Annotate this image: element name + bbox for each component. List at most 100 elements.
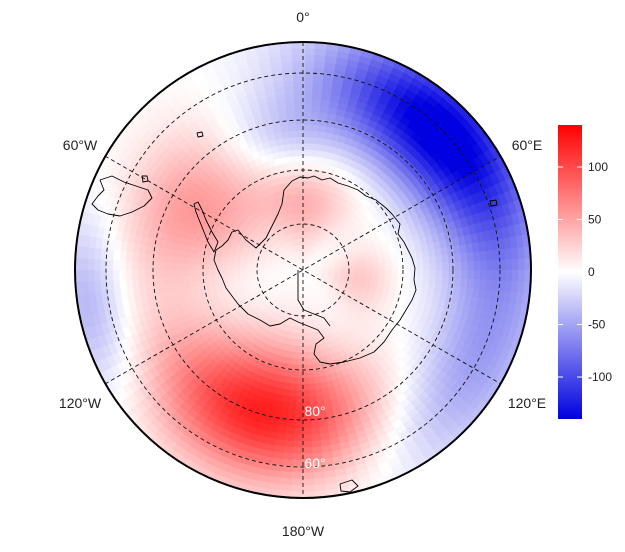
field-cell [315, 234, 321, 242]
field-cell [207, 264, 215, 270]
field-cell [309, 271, 316, 275]
field-cell [480, 199, 491, 214]
field-cell [306, 281, 310, 289]
field-cell [300, 288, 302, 296]
field-cell [320, 295, 326, 303]
field-cell [330, 455, 344, 465]
field-cell [326, 113, 338, 122]
field-cell [510, 247, 519, 262]
field-cell [284, 273, 291, 276]
field-cell [285, 284, 291, 291]
field-cell [320, 260, 328, 265]
field-cell [269, 295, 277, 302]
field-cell [509, 188, 521, 204]
field-cell [326, 289, 333, 297]
field-cell [484, 240, 493, 253]
field-cell [303, 104, 314, 112]
field-cell [271, 312, 278, 320]
field-cell [371, 258, 380, 264]
field-cell [313, 240, 318, 248]
field-cell [312, 277, 319, 283]
field-cell [309, 265, 316, 269]
field-cell [323, 300, 330, 308]
field-cell [431, 233, 441, 244]
field-cell [112, 268, 120, 280]
field-cell [207, 273, 215, 280]
field-cell [307, 274, 313, 280]
field-cell [322, 470, 336, 479]
field-cell [213, 273, 222, 280]
field-cell [274, 281, 282, 287]
field-cell [287, 318, 293, 327]
field-cell [138, 284, 147, 296]
field-cell [281, 280, 288, 286]
field-cell [266, 94, 278, 103]
field-cell [362, 182, 372, 192]
field-cell [93, 256, 101, 270]
field-cell [271, 219, 279, 228]
field-cell [304, 314, 309, 322]
field-cell [297, 257, 301, 265]
field-cell [403, 253, 411, 261]
field-cell [312, 299, 317, 307]
field-cell [292, 280, 297, 287]
field-cell [333, 243, 341, 250]
field-cell [280, 302, 286, 310]
field-cell [261, 195, 270, 205]
field-cell [94, 289, 103, 303]
field-cell [303, 270, 309, 275]
field-cell [292, 351, 299, 359]
field-cell [266, 241, 274, 248]
field-cell [409, 252, 417, 260]
field-cell [454, 253, 462, 264]
field-cell [279, 316, 285, 324]
field-cell [290, 370, 298, 378]
field-cell [249, 246, 257, 252]
field-cell [188, 274, 196, 282]
field-cell [272, 298, 280, 305]
field-cell [268, 48, 283, 58]
field-cell [323, 283, 330, 290]
field-cell [305, 275, 309, 283]
field-cell [357, 61, 372, 72]
field-cell [315, 283, 322, 290]
field-cell [334, 216, 342, 225]
field-cell [404, 270, 412, 277]
field-cell [218, 332, 228, 343]
field-cell [260, 328, 269, 337]
field-cell [286, 227, 292, 235]
field-cell [94, 345, 107, 361]
field-cell [281, 244, 288, 252]
field-cell [326, 386, 336, 395]
field-cell [351, 283, 359, 289]
field-cell [260, 281, 268, 287]
field-cell [315, 272, 323, 275]
field-cell [280, 287, 286, 294]
field-cell [307, 261, 314, 267]
field-cell [294, 238, 298, 246]
field-cell [310, 351, 317, 359]
field-cell [272, 258, 280, 263]
field-cell [359, 295, 368, 303]
field-cell [303, 270, 308, 276]
field-cell [282, 228, 288, 237]
field-cell [303, 270, 307, 277]
field-cell [367, 471, 383, 482]
field-cell [320, 287, 327, 293]
field-cell [484, 289, 493, 302]
field-cell [102, 298, 111, 313]
field-cell [338, 303, 346, 312]
field-cell [125, 277, 133, 289]
field-cell [295, 123, 305, 131]
field-cell [285, 156, 293, 164]
field-cell [80, 267, 88, 282]
field-cell [300, 459, 314, 467]
field-cell [270, 269, 278, 272]
field-cell [250, 311, 259, 320]
field-cell [336, 218, 344, 227]
field-cell [448, 262, 456, 272]
field-cell [499, 259, 507, 273]
field-cell [336, 285, 344, 291]
field-cell [339, 319, 348, 328]
field-cell [309, 271, 316, 274]
